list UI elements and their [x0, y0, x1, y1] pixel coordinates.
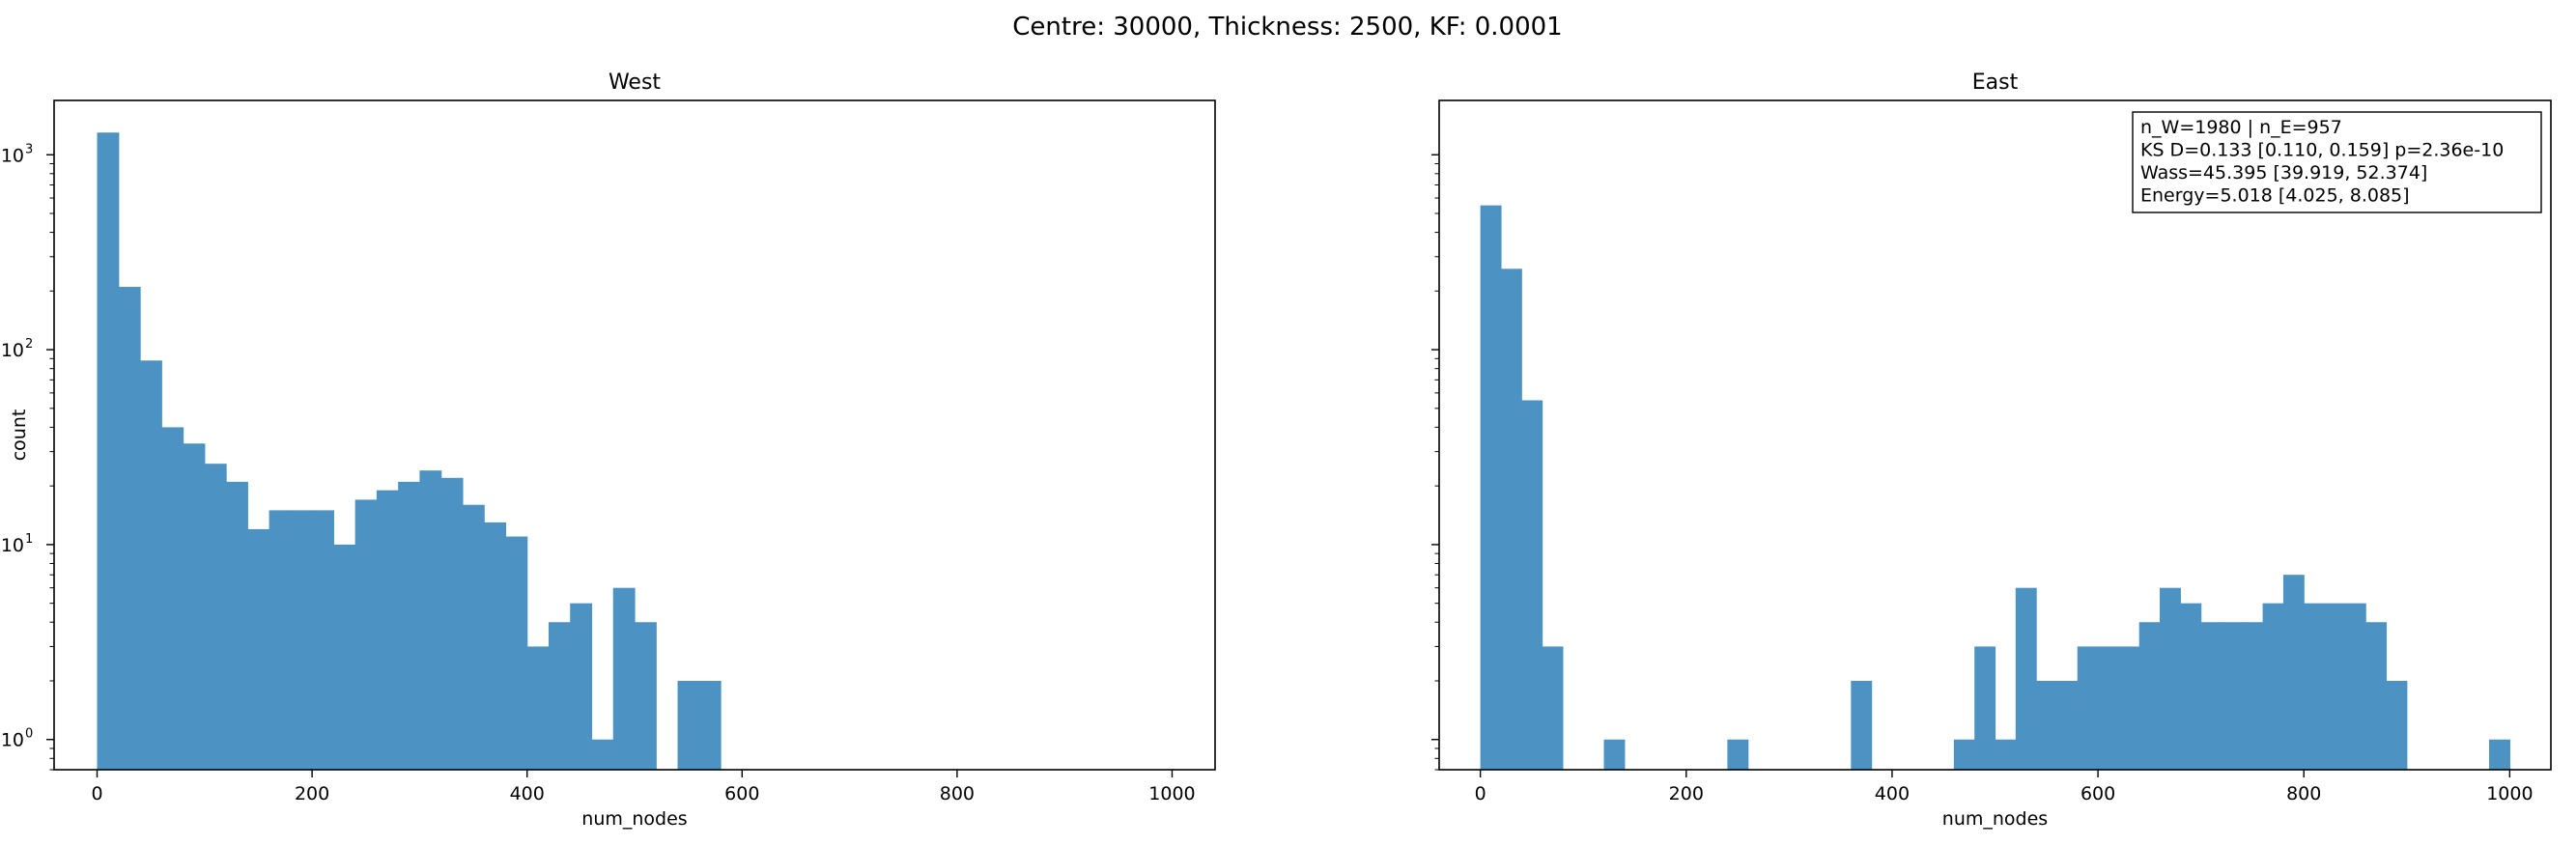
stats-line: Wass=45.395 [39.919, 52.374]	[2140, 162, 2427, 183]
histogram-bar	[2221, 622, 2243, 770]
histogram-bar	[526, 646, 550, 770]
histogram-bar	[698, 680, 722, 770]
histogram-bar	[354, 499, 378, 770]
stats-box	[2132, 111, 2542, 213]
panel-east: 0 200 400 600 800 1000 East num_nodes n_W=1980 |…	[1431, 70, 2552, 830]
histogram-bar	[2365, 622, 2388, 770]
histogram-bar	[635, 622, 657, 770]
histogram-bar	[1974, 646, 1996, 770]
histogram-bar	[2489, 739, 2510, 770]
histogram-bar	[1953, 739, 1975, 770]
x-tick-label: 400	[510, 783, 545, 804]
histogram-bar	[2036, 680, 2058, 770]
histogram-bar	[2344, 603, 2366, 770]
histogram-bar	[269, 510, 292, 770]
histogram-bar	[2098, 646, 2119, 770]
stats-line: KS D=0.133 [0.110, 0.159] p=2.36e-10	[2140, 140, 2504, 161]
histogram-bar	[312, 510, 334, 770]
x-tick-label: 1000	[1148, 783, 1195, 804]
histogram-bar	[2262, 603, 2284, 770]
histogram-bar	[612, 587, 636, 770]
histogram-bar	[2200, 622, 2222, 770]
histogram-bar	[419, 470, 442, 770]
x-tick-label: 200	[1669, 783, 1704, 804]
histogram-bar	[2138, 622, 2161, 770]
y-tick-exponent: 2	[25, 337, 33, 352]
histogram-bar	[376, 490, 399, 770]
histogram-bar	[247, 528, 270, 770]
histogram-bar	[118, 287, 141, 770]
histogram-bar	[1995, 739, 2017, 770]
x-tick-label: 200	[295, 783, 329, 804]
histogram-bar	[2118, 646, 2140, 770]
x-tick-label: 0	[91, 783, 102, 804]
histogram-bar	[140, 360, 162, 770]
histogram-bar	[1542, 646, 1564, 770]
histogram-bar	[570, 603, 593, 770]
histogram-bar	[462, 504, 485, 770]
histogram-bar	[2077, 646, 2099, 770]
histogram-bar	[1521, 400, 1543, 770]
y-tick-label: 10	[1, 535, 24, 556]
x-axis-label: num_nodes	[1942, 808, 2048, 830]
panel-title: West	[609, 70, 661, 95]
histogram-bar	[290, 510, 313, 770]
histogram-bar	[2386, 680, 2408, 770]
histogram-bar	[183, 443, 206, 770]
histogram-bar	[2015, 587, 2037, 770]
histogram-bar	[2056, 680, 2079, 770]
histogram-bar	[333, 544, 356, 770]
x-tick-label: 600	[724, 783, 759, 804]
y-tick-label: 10	[1, 340, 24, 361]
histogram-bar	[1500, 268, 1522, 771]
histogram-bar	[1727, 739, 1749, 770]
histogram-bar	[2282, 575, 2305, 770]
histogram-bar	[440, 477, 464, 770]
histogram-bar	[1480, 205, 1502, 770]
histogram-bar	[1603, 739, 1626, 770]
y-tick-exponent: 1	[25, 532, 33, 547]
histogram-bar	[1851, 680, 1873, 770]
x-tick-label: 400	[1875, 783, 1910, 804]
axes-frame	[1438, 99, 2552, 771]
x-tick-label: 800	[2286, 783, 2321, 804]
y-tick-exponent: 3	[25, 142, 33, 156]
x-tick-label: 1000	[2486, 783, 2533, 804]
histogram-bar	[2180, 603, 2202, 770]
x-axis-label: num_nodes	[581, 808, 687, 830]
stats-line: n_W=1980 | n_E=957	[2140, 117, 2342, 138]
histogram-bar	[204, 464, 227, 770]
axes-frame	[53, 99, 1216, 771]
histogram-bar	[226, 481, 248, 770]
y-axis-label: count	[9, 409, 30, 462]
histogram-bar	[484, 522, 507, 770]
histogram-bar	[505, 536, 528, 770]
histogram-bar	[2242, 622, 2264, 770]
y-tick-label: 10	[1, 145, 24, 166]
histogram-bar	[97, 132, 120, 770]
stats-line: Energy=5.018 [4.025, 8.085]	[2140, 185, 2410, 207]
y-tick-exponent: 0	[25, 727, 33, 742]
panel-title: East	[1972, 70, 2019, 95]
x-tick-label: 600	[2081, 783, 2115, 804]
histogram-bar	[677, 680, 700, 770]
x-tick-label: 0	[1475, 783, 1486, 804]
histogram-bar	[2304, 603, 2326, 770]
histogram-bar	[2160, 587, 2181, 770]
histogram-bar	[398, 481, 421, 770]
histogram-bar	[548, 622, 571, 770]
x-tick-label: 800	[940, 783, 975, 804]
histogram-bar	[2324, 603, 2346, 770]
histogram-bar	[591, 739, 614, 770]
figure-suptitle: Centre: 30000, Thickness: 2500, KF: 0.00…	[1012, 13, 1562, 42]
histogram-bar	[161, 427, 184, 770]
y-tick-label: 10	[1, 730, 24, 751]
